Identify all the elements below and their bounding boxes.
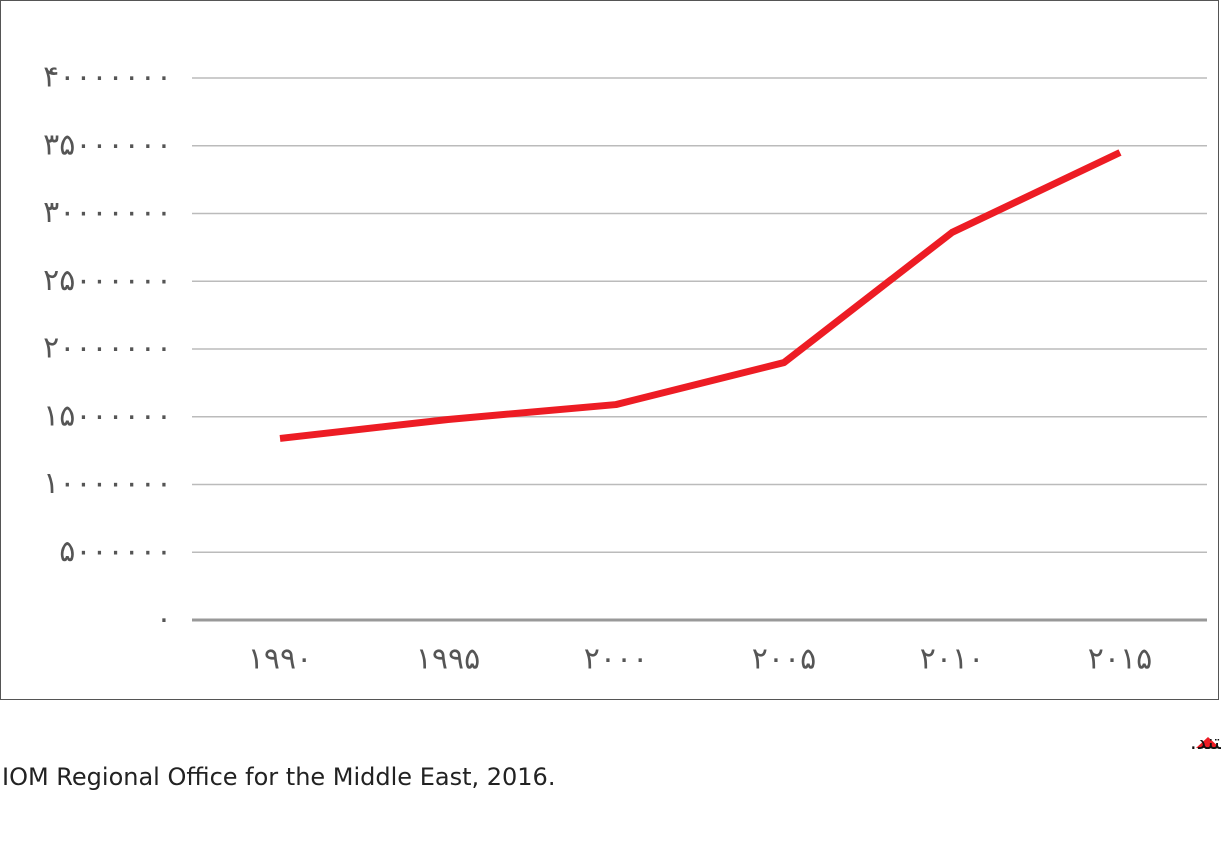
x-tick-label: ۲۰۱۰ (920, 642, 984, 677)
y-tick-label: ۲۵۰۰۰۰۰۰ (43, 263, 172, 298)
x-tick-label: ۲۰۰۵ (752, 642, 816, 677)
y-tick-label: ۱۰۰۰۰۰۰۰ (43, 466, 172, 501)
x-tick-label: ۱۹۹۰ (248, 642, 312, 677)
y-tick-label: ۱۵۰۰۰۰۰۰ (43, 398, 172, 433)
y-tick-label: ۵۰۰۰۰۰۰ (59, 534, 172, 569)
y-tick-label: ۲۰۰۰۰۰۰۰ (43, 331, 172, 366)
caption: روند صعودی افزایش مهاجرت به کشورهای خاور… (1190, 726, 1221, 754)
y-tick-label: ۳۰۰۰۰۰۰۰ (43, 195, 172, 230)
data-line (279, 149, 1122, 442)
y-tick-label: ۳۵۰۰۰۰۰۰ (43, 127, 172, 162)
x-tick-label: ۲۰۰۰ (584, 642, 648, 677)
source: IOM Regional Office for the Middle East,… (2, 763, 555, 791)
x-tick-label: ۲۰۱۵ (1088, 642, 1152, 677)
y-tick-label: ۴۰۰۰۰۰۰۰ (43, 60, 172, 95)
caption-marker (1196, 737, 1220, 748)
x-tick-label: ۱۹۹۵ (416, 642, 480, 677)
y-tick-label: ۰ (156, 602, 172, 637)
chart-frame (0, 0, 1219, 700)
